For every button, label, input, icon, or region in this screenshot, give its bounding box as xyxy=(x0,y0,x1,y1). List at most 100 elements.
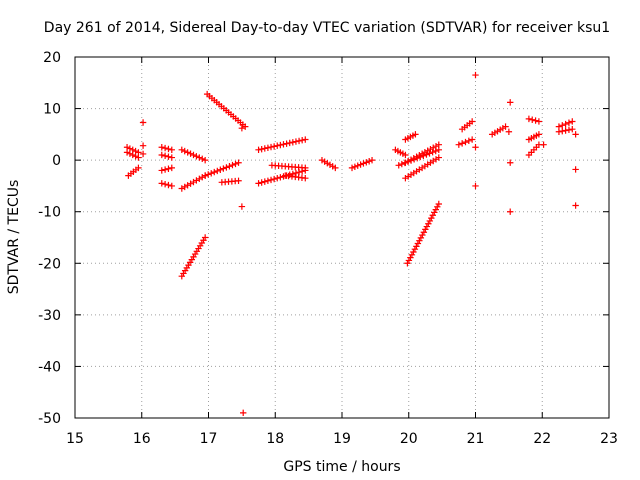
x-tick-label: 18 xyxy=(266,431,284,447)
data-point xyxy=(505,128,513,135)
data-point xyxy=(277,141,284,149)
x-tick-label: 17 xyxy=(200,431,218,447)
data-point xyxy=(565,119,573,126)
data-point xyxy=(360,160,367,167)
data-point xyxy=(404,260,411,267)
x-tick-labels: 15 16 17 18 19 20 21 22 23 xyxy=(66,431,618,447)
data-point xyxy=(270,143,278,150)
data-point xyxy=(168,164,175,172)
data-point xyxy=(420,229,428,236)
data-point xyxy=(277,174,284,181)
data-point xyxy=(286,139,293,147)
x-tick-label: 22 xyxy=(533,431,551,447)
data-point xyxy=(562,120,569,128)
data-point xyxy=(165,165,172,172)
data-point xyxy=(208,170,215,177)
data-point xyxy=(507,208,514,215)
data-point xyxy=(178,146,185,154)
data-point xyxy=(132,153,139,160)
data-point xyxy=(421,148,429,156)
data-point xyxy=(507,159,514,166)
chart-title: Day 261 of 2014, Sidereal Day-to-day VTE… xyxy=(44,20,610,36)
data-point xyxy=(201,156,209,164)
data-point xyxy=(184,182,191,189)
data-point xyxy=(161,144,169,152)
data-point xyxy=(190,151,197,159)
data-point xyxy=(502,123,509,130)
data-point xyxy=(418,150,426,157)
data-point xyxy=(168,146,175,154)
data-point xyxy=(405,257,413,264)
data-point xyxy=(458,140,466,147)
data-point xyxy=(559,122,566,129)
data-point xyxy=(255,146,262,154)
data-point xyxy=(559,127,566,135)
data-point xyxy=(430,144,437,151)
data-point xyxy=(412,131,419,138)
data-point xyxy=(139,150,147,158)
data-point xyxy=(398,160,406,168)
data-point xyxy=(261,145,268,152)
data-point xyxy=(535,118,543,125)
data-point xyxy=(267,176,275,184)
data-point xyxy=(274,142,281,149)
data-point xyxy=(407,254,414,261)
data-point xyxy=(565,126,573,134)
data-point xyxy=(555,128,563,135)
data-point xyxy=(235,159,242,166)
x-tick-label: 16 xyxy=(133,431,151,447)
data-point xyxy=(196,154,203,161)
data-point xyxy=(217,166,224,173)
data-point xyxy=(214,167,221,175)
data-point xyxy=(435,154,442,161)
data-point xyxy=(267,143,275,151)
data-point xyxy=(525,115,533,123)
data-point xyxy=(226,163,233,170)
data-point xyxy=(468,136,476,143)
data-point xyxy=(187,150,194,157)
data-point xyxy=(238,124,246,132)
data-point xyxy=(181,183,188,191)
x-tick-label: 23 xyxy=(600,431,618,447)
data-point xyxy=(332,164,339,172)
data-point xyxy=(135,154,142,161)
data-point xyxy=(468,118,476,125)
data-point xyxy=(472,144,479,151)
data-point xyxy=(139,119,147,126)
data-point xyxy=(258,179,265,186)
data-point xyxy=(187,180,194,187)
data-point xyxy=(295,137,303,145)
y-axis-title: SDTVAR / TECUs xyxy=(6,180,22,295)
data-point xyxy=(411,245,419,253)
data-point xyxy=(165,181,172,189)
data-point xyxy=(395,162,402,169)
data-point xyxy=(408,251,416,259)
data-point xyxy=(135,164,142,172)
data-point xyxy=(204,171,212,178)
y-tick-label: -10 xyxy=(38,205,61,221)
x-tick-label: 15 xyxy=(66,431,84,447)
data-point xyxy=(165,145,172,153)
data-point xyxy=(465,137,473,145)
y-tick-label: 0 xyxy=(52,153,61,169)
data-point xyxy=(220,165,227,172)
data-point xyxy=(407,156,415,163)
data-point xyxy=(416,152,423,159)
data-point xyxy=(402,159,409,166)
data-point xyxy=(298,137,306,144)
x-tick-label: 21 xyxy=(467,431,485,447)
data-point xyxy=(255,180,262,187)
data-point xyxy=(357,161,364,168)
data-point xyxy=(199,174,206,181)
data-point xyxy=(432,206,439,213)
data-point xyxy=(410,248,417,256)
data-point xyxy=(199,155,206,163)
data-point xyxy=(425,220,432,227)
data-point xyxy=(402,151,409,159)
data-point xyxy=(139,142,147,149)
data-points xyxy=(123,71,579,417)
data-point xyxy=(280,141,287,148)
data-point xyxy=(432,142,440,150)
data-point xyxy=(193,153,200,160)
